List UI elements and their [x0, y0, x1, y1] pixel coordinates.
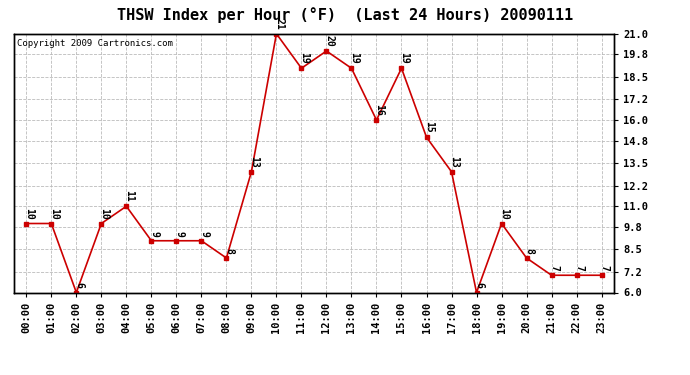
Text: 7: 7: [600, 265, 609, 271]
Text: 9: 9: [174, 231, 184, 237]
Text: 8: 8: [224, 248, 234, 254]
Text: 9: 9: [199, 231, 209, 237]
Text: 7: 7: [549, 265, 560, 271]
Text: 8: 8: [524, 248, 534, 254]
Text: 10: 10: [49, 208, 59, 219]
Text: 10: 10: [500, 208, 509, 219]
Text: 16: 16: [374, 104, 384, 116]
Text: 10: 10: [24, 208, 34, 219]
Text: 13: 13: [449, 156, 460, 168]
Text: 11: 11: [124, 190, 134, 202]
Text: 10: 10: [99, 208, 109, 219]
Text: Copyright 2009 Cartronics.com: Copyright 2009 Cartronics.com: [17, 39, 172, 48]
Text: 19: 19: [349, 53, 359, 64]
Text: 20: 20: [324, 35, 334, 47]
Text: 9: 9: [149, 231, 159, 237]
Text: 19: 19: [299, 53, 309, 64]
Text: 13: 13: [249, 156, 259, 168]
Text: 21: 21: [274, 18, 284, 30]
Text: 6: 6: [474, 282, 484, 288]
Text: 19: 19: [400, 53, 409, 64]
Text: THSW Index per Hour (°F)  (Last 24 Hours) 20090111: THSW Index per Hour (°F) (Last 24 Hours)…: [117, 8, 573, 23]
Text: 7: 7: [574, 265, 584, 271]
Text: 6: 6: [74, 282, 84, 288]
Text: 15: 15: [424, 122, 434, 133]
